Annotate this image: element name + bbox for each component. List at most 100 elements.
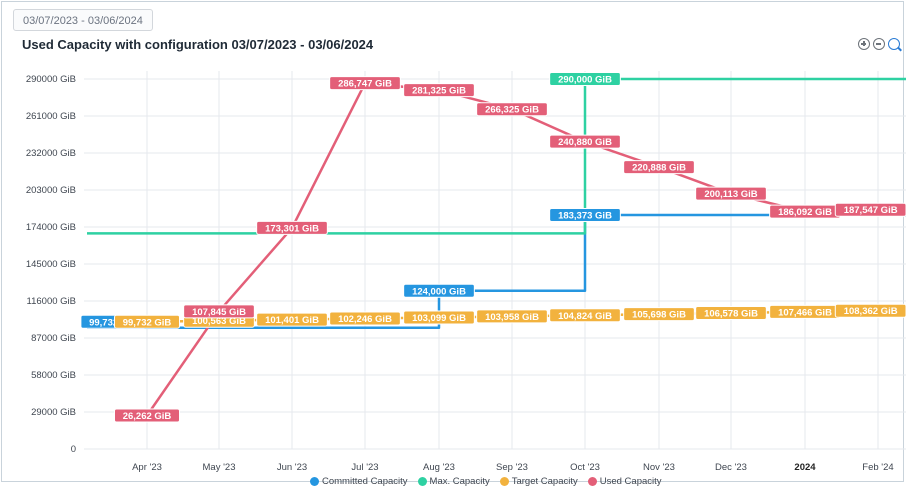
x-tick-label: Feb '24 bbox=[862, 462, 893, 473]
data-label-text: 266,325 GiB bbox=[485, 105, 539, 116]
data-label-box bbox=[403, 283, 475, 298]
data-label: 183,373 GiB bbox=[549, 208, 621, 223]
data-label: 101,401 GiB bbox=[256, 312, 328, 327]
data-label: 105,698 GiB bbox=[623, 307, 695, 322]
data-label-box bbox=[256, 312, 328, 327]
data-label-text: 105,698 GiB bbox=[632, 310, 686, 321]
data-label: 281,325 GiB bbox=[403, 83, 475, 98]
legend-marker-icon bbox=[310, 477, 319, 486]
legend-label: Committed Capacity bbox=[322, 476, 408, 487]
data-label-box bbox=[695, 186, 767, 201]
data-label: 200,113 GiB bbox=[695, 186, 767, 201]
data-label-box bbox=[403, 83, 475, 98]
data-label-box bbox=[403, 310, 475, 325]
data-label-text: 290,000 GiB bbox=[558, 75, 612, 86]
date-range-filter[interactable]: 03/07/2023 - 03/06/2024 bbox=[13, 9, 153, 31]
data-label: 187,547 GiB bbox=[834, 202, 907, 217]
legend-label: Max. Capacity bbox=[429, 476, 490, 487]
data-label-text: 103,099 GiB bbox=[412, 313, 466, 324]
legend-marker-icon bbox=[499, 477, 509, 486]
legend-item[interactable]: Target Capacity bbox=[499, 476, 578, 487]
data-label-box bbox=[695, 306, 767, 321]
series-line-max-capacity bbox=[87, 77, 906, 235]
data-label-text: 26,262 GiB bbox=[123, 411, 172, 422]
x-tick-label: Jun '23 bbox=[277, 462, 307, 473]
data-label-box bbox=[329, 76, 401, 91]
y-tick-label: 203000 GiB bbox=[26, 185, 76, 196]
x-tick-label: Oct '23 bbox=[570, 462, 600, 473]
data-label-box bbox=[623, 160, 695, 175]
data-label-text: 107,845 GiB bbox=[192, 307, 246, 318]
data-label-text: 106,578 GiB bbox=[704, 309, 758, 320]
data-label-text: 281,325 GiB bbox=[412, 86, 466, 97]
data-label-box bbox=[476, 309, 548, 324]
chart-title: Used Capacity with configuration 03/07/2… bbox=[22, 37, 374, 52]
data-label: 106,578 GiB bbox=[695, 306, 767, 321]
x-tick-label: Aug '23 bbox=[423, 462, 455, 473]
data-label: 220,888 GiB bbox=[623, 160, 695, 175]
data-label-box bbox=[549, 72, 621, 86]
data-label-box bbox=[549, 134, 621, 149]
y-tick-label: 87000 GiB bbox=[31, 333, 76, 344]
data-label: 124,000 GiB bbox=[403, 283, 475, 298]
y-tick-label: 261000 GiB bbox=[26, 111, 76, 122]
data-label-box bbox=[623, 307, 695, 322]
data-label: 286,747 GiB bbox=[329, 76, 401, 91]
data-label: 290,000 GiB bbox=[549, 72, 621, 86]
data-label: 26,262 GiB bbox=[114, 408, 180, 423]
legend-item[interactable]: Committed Capacity bbox=[310, 476, 408, 487]
data-label: 186,092 GiB bbox=[769, 204, 841, 219]
x-tick-label: Dec '23 bbox=[715, 462, 747, 473]
data-label-text: 104,824 GiB bbox=[558, 311, 612, 322]
data-label-text: 100,563 GiB bbox=[192, 316, 246, 327]
x-tick-label: 2024 bbox=[794, 462, 816, 473]
data-label-text: 173,301 GiB bbox=[265, 223, 319, 234]
series-line-used-capacity bbox=[145, 81, 907, 417]
data-label-text: 240,880 GiB bbox=[558, 137, 612, 148]
data-label-box bbox=[834, 303, 907, 318]
data-label: 102,246 GiB bbox=[329, 311, 401, 326]
data-label-text: 124,000 GiB bbox=[412, 286, 466, 297]
chart-legend: Committed Capacity Max. Capacity Target Ca… bbox=[310, 476, 662, 487]
data-label-box bbox=[183, 304, 255, 319]
data-label: 103,099 GiB bbox=[403, 310, 475, 325]
data-label-text: 187,547 GiB bbox=[844, 205, 898, 216]
y-tick-label: 0 bbox=[71, 444, 76, 455]
zoom-in-icon[interactable] bbox=[858, 38, 870, 50]
chart-toolbar bbox=[858, 38, 900, 50]
data-label: 104,824 GiB bbox=[549, 308, 621, 323]
data-label: 108,362 GiB bbox=[834, 303, 907, 318]
y-tick-label: 232000 GiB bbox=[26, 148, 76, 159]
y-tick-label: 290000 GiB bbox=[26, 74, 76, 85]
data-label-text: 108,362 GiB bbox=[844, 306, 898, 317]
data-label-text: 186,092 GiB bbox=[778, 207, 832, 218]
zoom-out-icon[interactable] bbox=[873, 38, 885, 50]
legend-item[interactable]: Max. Capacity bbox=[417, 476, 490, 487]
data-label-box bbox=[329, 311, 401, 326]
data-label-text: 99,732 GiB bbox=[123, 317, 172, 328]
data-label-text: 102,246 GiB bbox=[338, 314, 392, 325]
data-label: 173,301 GiB bbox=[256, 220, 328, 235]
data-label-box bbox=[834, 202, 907, 217]
y-tick-label: 145000 GiB bbox=[26, 259, 76, 270]
data-label-text: 99,732 GiB bbox=[89, 317, 138, 328]
data-label-box bbox=[256, 220, 328, 235]
data-label-box bbox=[549, 208, 621, 223]
magnifier-icon[interactable] bbox=[888, 38, 900, 50]
y-tick-label: 58000 GiB bbox=[31, 370, 76, 381]
data-label-text: 107,466 GiB bbox=[778, 307, 832, 318]
data-label: 240,880 GiB bbox=[549, 134, 621, 149]
x-tick-label: Nov '23 bbox=[643, 462, 675, 473]
x-tick-label: Apr '23 bbox=[132, 462, 162, 473]
data-label-layer: 99,732 GiB 124,000 GiB 183,373 GiB 290,000 … bbox=[80, 72, 907, 423]
data-label: 266,325 GiB bbox=[476, 102, 548, 117]
data-label: 107,466 GiB bbox=[769, 304, 841, 319]
data-label-box bbox=[476, 102, 548, 117]
series-line-committed-capacity bbox=[87, 213, 906, 330]
legend-label: Used Capacity bbox=[599, 476, 662, 487]
legend-item[interactable]: Used Capacity bbox=[587, 476, 662, 487]
legend-label: Target Capacity bbox=[511, 476, 578, 487]
data-label-box bbox=[549, 308, 621, 323]
